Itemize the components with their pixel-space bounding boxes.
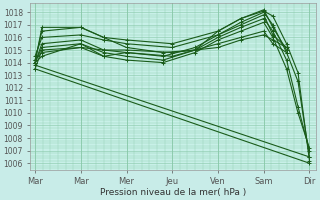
X-axis label: Pression niveau de la mer( hPa ): Pression niveau de la mer( hPa ) <box>100 188 246 197</box>
